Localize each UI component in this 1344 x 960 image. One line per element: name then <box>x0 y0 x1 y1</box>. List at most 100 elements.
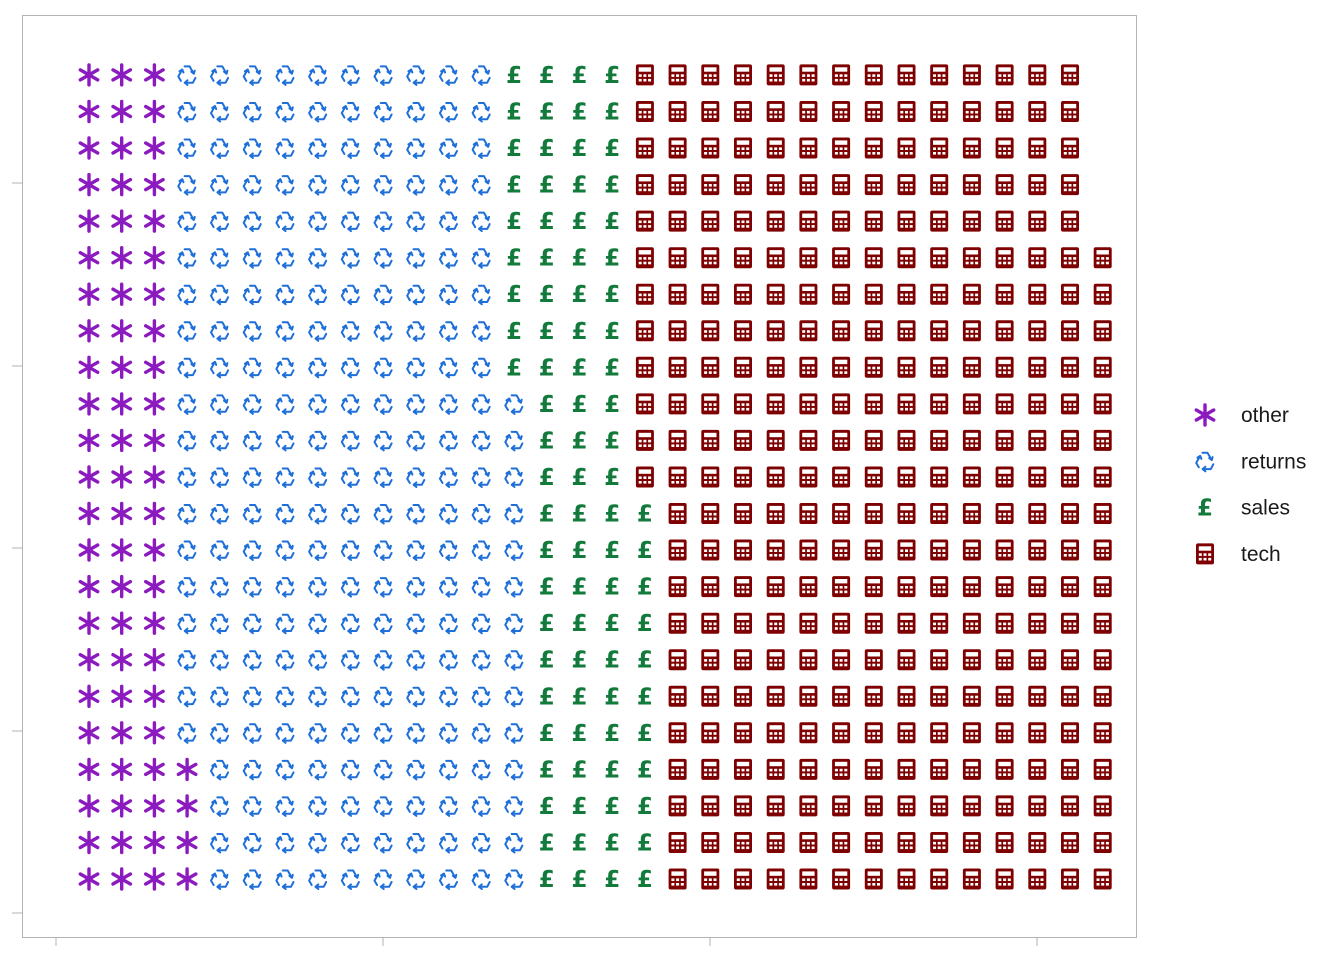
tech-calculator-icon <box>864 210 883 232</box>
tech-calculator-icon <box>897 247 916 269</box>
tech-calculator-icon <box>962 649 981 671</box>
sales-pound-sign-icon <box>571 867 588 891</box>
sales-pound-sign-icon <box>571 611 588 636</box>
tech-calculator-icon <box>930 868 949 890</box>
sales-pound-sign-icon <box>506 136 523 160</box>
tech-calculator-icon <box>668 576 687 598</box>
tech-calculator-icon <box>1061 795 1079 817</box>
sales-pound-sign-icon <box>538 647 555 672</box>
tech-calculator-icon <box>832 649 851 671</box>
tech-calculator-icon <box>734 320 752 342</box>
tech-calculator-icon <box>962 393 981 415</box>
tech-calculator-icon <box>701 466 720 488</box>
tech-calculator-icon <box>995 393 1014 415</box>
tech-calculator-icon <box>1028 247 1047 269</box>
sales-pound-sign-icon <box>571 574 588 599</box>
tech-calculator-icon <box>799 356 818 378</box>
tech-calculator-icon <box>1061 539 1079 561</box>
tech-calculator-icon <box>701 393 720 415</box>
tech-calculator-icon <box>766 356 785 378</box>
tech-calculator-icon <box>864 64 883 86</box>
tech-calculator-icon <box>1093 795 1112 817</box>
tech-calculator-icon <box>995 685 1014 707</box>
tech-calculator-icon <box>799 758 818 780</box>
sales-pound-sign-icon <box>571 465 588 489</box>
sales-pound-sign-icon <box>506 245 523 270</box>
tech-calculator-icon <box>1093 503 1112 524</box>
tech-calculator-icon <box>1028 174 1047 196</box>
sales-pound-sign-icon <box>636 611 653 636</box>
tech-calculator-icon <box>734 832 752 853</box>
tech-calculator-icon <box>766 795 785 817</box>
tech-calculator-icon <box>864 393 883 415</box>
tech-calculator-icon <box>930 832 949 853</box>
tech-calculator-icon <box>930 795 949 817</box>
sales-pound-sign-icon <box>604 720 621 745</box>
tech-calculator-icon <box>930 283 949 305</box>
tech-calculator-icon <box>668 868 687 890</box>
tech-calculator-icon <box>701 685 720 707</box>
tech-calculator-icon <box>930 758 949 780</box>
tech-calculator-icon <box>995 137 1014 159</box>
tech-calculator-icon <box>766 685 785 707</box>
legend-item-sales: sales <box>1196 495 1290 520</box>
sales-pound-sign-icon <box>538 611 555 636</box>
tech-calculator-icon <box>799 283 818 305</box>
tech-calculator-icon <box>734 101 752 122</box>
tech-calculator-icon <box>668 758 687 780</box>
tech-calculator-icon <box>962 247 981 269</box>
tech-calculator-icon <box>897 612 916 634</box>
tech-calculator-icon <box>1093 429 1112 451</box>
tech-calculator-icon <box>734 649 752 671</box>
tech-calculator-icon <box>995 283 1014 305</box>
tech-calculator-icon <box>930 466 949 488</box>
sales-pound-sign-icon <box>506 172 523 197</box>
tech-calculator-icon <box>701 868 720 890</box>
sales-pound-sign-icon <box>538 538 555 562</box>
legend-label: returns <box>1241 450 1306 473</box>
tech-calculator-icon <box>1028 868 1047 890</box>
tech-calculator-icon <box>995 612 1014 634</box>
tech-calculator-icon <box>766 429 785 451</box>
tech-calculator-icon <box>734 795 752 817</box>
tech-calculator-icon <box>864 612 883 634</box>
sales-pound-sign-icon <box>604 793 621 818</box>
tech-calculator-icon <box>1093 576 1112 598</box>
tech-calculator-icon <box>897 758 916 780</box>
legend-recycle-icon <box>1195 451 1215 473</box>
tech-calculator-icon <box>897 356 916 378</box>
tech-calculator-icon <box>897 393 916 415</box>
tech-calculator-icon <box>701 576 720 598</box>
tech-calculator-icon <box>799 174 818 196</box>
tech-calculator-icon <box>930 503 949 524</box>
sales-pound-sign-icon <box>604 830 621 855</box>
tech-calculator-icon <box>832 393 851 415</box>
sales-pound-sign-icon <box>604 867 621 891</box>
tech-calculator-icon <box>668 466 687 488</box>
sales-pound-sign-icon <box>538 684 555 709</box>
tech-calculator-icon <box>1061 503 1079 524</box>
tech-calculator-icon <box>766 210 785 232</box>
tech-calculator-icon <box>832 429 851 451</box>
tech-calculator-icon <box>1028 722 1047 744</box>
tech-calculator-icon <box>1093 393 1112 415</box>
tech-calculator-icon <box>832 503 851 524</box>
sales-pound-sign-icon <box>538 355 555 380</box>
tech-calculator-icon <box>930 174 949 196</box>
tech-calculator-icon <box>701 137 720 159</box>
tech-calculator-icon <box>962 795 981 817</box>
tech-calculator-icon <box>1093 868 1112 890</box>
tech-calculator-icon <box>799 612 818 634</box>
legend-item-other: other <box>1194 403 1289 427</box>
tech-calculator-icon <box>635 247 654 269</box>
tech-calculator-icon <box>799 466 818 488</box>
sales-pound-sign-icon <box>538 318 555 343</box>
tech-calculator-icon <box>1061 247 1079 269</box>
tech-calculator-icon <box>864 503 883 524</box>
tech-calculator-icon <box>897 539 916 561</box>
tech-calculator-icon <box>668 101 687 122</box>
tech-calculator-icon <box>930 210 949 232</box>
tech-calculator-icon <box>962 539 981 561</box>
tech-calculator-icon <box>668 832 687 853</box>
tech-calculator-icon <box>930 649 949 671</box>
